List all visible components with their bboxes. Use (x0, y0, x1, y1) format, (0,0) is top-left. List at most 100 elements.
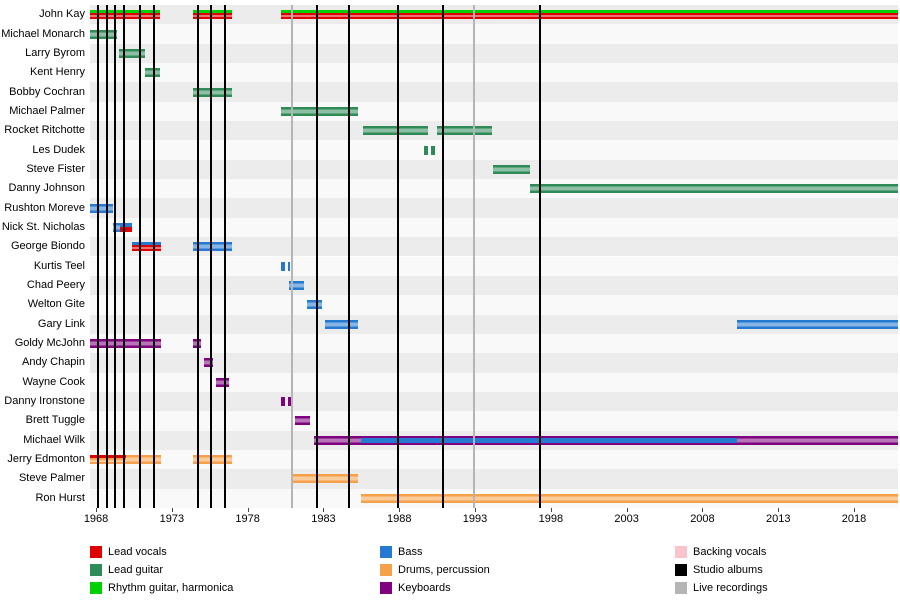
role-stripe (288, 281, 304, 291)
timeline-bar (361, 435, 738, 445)
studio-album-line (442, 5, 445, 508)
role-stripe (90, 339, 162, 349)
timeline-bar (361, 493, 898, 503)
role-stripe (737, 435, 898, 445)
timeline-bar (281, 261, 291, 271)
member-label: Welton Gite (27, 298, 85, 311)
timeline-bar (203, 358, 213, 368)
legend-item: Lead guitar (90, 564, 163, 576)
member-label: Danny Johnson (8, 182, 85, 195)
role-stripe (144, 68, 160, 78)
role-stripe (362, 126, 429, 136)
timeline-bar (215, 377, 230, 387)
timeline-bar (144, 68, 160, 78)
axis-tick (96, 508, 98, 512)
legend-swatch (675, 546, 687, 558)
role-stripe (361, 438, 738, 443)
legend-swatch (675, 582, 687, 594)
role-stripe (281, 397, 292, 407)
role-stripe (361, 435, 738, 439)
studio-album-line (153, 5, 156, 508)
legend-label: Lead vocals (108, 546, 167, 558)
member-label: George Biondo (11, 240, 85, 253)
axis-tick (247, 508, 249, 512)
timeline-bar (118, 48, 145, 58)
member-label: Rushton Moreve (4, 201, 85, 214)
studio-album-line (348, 5, 351, 508)
role-stripe (291, 474, 359, 484)
timeline-bar (291, 474, 359, 484)
role-stripe (112, 222, 121, 232)
timeline-bar (737, 435, 898, 445)
timeline-bar (120, 222, 133, 232)
legend-item: Backing vocals (675, 546, 766, 558)
role-stripe (193, 455, 233, 465)
member-label: Ron Hurst (35, 491, 85, 504)
timeline-bar (281, 397, 292, 407)
axis-tick-label: 1973 (159, 513, 185, 525)
member-label: Danny Ironstone (4, 395, 85, 408)
axis-tick (550, 508, 552, 512)
legend-label: Live recordings (693, 582, 768, 594)
member-label: Gary Link (37, 317, 85, 330)
timeline-bar (288, 281, 304, 291)
member-label: Michael Wilk (23, 433, 85, 446)
timeline-bar (90, 29, 118, 39)
role-stripe (324, 319, 359, 329)
role-stripe (423, 145, 436, 155)
member-label: Nick St. Nicholas (1, 220, 85, 233)
timeline-bar (314, 435, 362, 445)
timeline-bar (112, 222, 121, 232)
axis-tick-label: 2018 (841, 513, 867, 525)
legend-item: Drums, percussion (380, 564, 490, 576)
timeline-bar (193, 10, 233, 20)
timeline-bar (529, 184, 898, 194)
timeline-bar (193, 87, 233, 97)
timeline-bar (306, 300, 322, 310)
member-label: Les Dudek (32, 143, 85, 156)
role-stripe (90, 203, 113, 213)
axis-tick-label: 1993 (462, 513, 488, 525)
timeline-bar (423, 145, 436, 155)
legend-label: Lead guitar (108, 564, 164, 576)
legend-label: Backing vocals (693, 546, 767, 558)
legend-item: Lead vocals (90, 546, 167, 558)
member-label: Larry Byrom (25, 46, 85, 59)
timeline-bar (193, 455, 233, 465)
legend-label: Rhythm guitar, harmonica (108, 582, 234, 594)
timeline-bar (493, 164, 530, 174)
member-label: Goldy McJohn (14, 337, 85, 350)
legend-item: Live recordings (675, 582, 768, 594)
role-stripe (437, 126, 492, 136)
timeline-bar (90, 203, 113, 213)
legend-item: Bass (380, 546, 422, 558)
role-stripe (126, 455, 162, 465)
studio-album-line (396, 5, 399, 508)
legend-swatch (90, 564, 102, 576)
member-label: Wayne Cook (22, 375, 85, 388)
legend-label: Studio albums (693, 564, 763, 576)
role-stripe (493, 164, 530, 174)
member-label: Steve Fister (26, 162, 85, 175)
live-recording-line (472, 5, 475, 508)
axis-tick (854, 508, 856, 512)
member-label: Kurtis Teel (33, 259, 85, 272)
timeline-bar (281, 106, 359, 116)
role-stripe (120, 227, 133, 232)
axis-tick-label: 2008 (690, 513, 715, 525)
legend-swatch (380, 546, 392, 558)
role-stripe (361, 442, 738, 445)
studio-album-line (96, 5, 99, 508)
role-stripe (193, 10, 233, 14)
role-stripe (306, 300, 322, 310)
timeline-bar (281, 10, 898, 20)
axis-tick (778, 508, 780, 512)
role-stripe (193, 242, 233, 252)
studio-album-line (106, 5, 109, 508)
legend-label: Drums, percussion (398, 564, 490, 576)
legend-label: Bass (398, 546, 423, 558)
member-label: Rocket Ritchotte (4, 124, 85, 137)
studio-album-line (316, 5, 319, 508)
timeline-bar (324, 319, 359, 329)
role-stripe (294, 416, 310, 426)
